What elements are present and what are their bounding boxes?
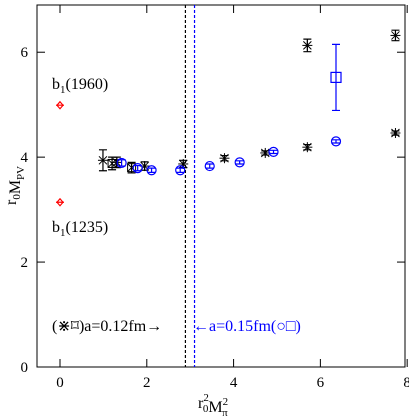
data-point: [302, 40, 313, 51]
data-point: [56, 197, 64, 207]
data-point: [97, 155, 108, 166]
marker-circle: [268, 146, 279, 157]
marker-circle: [330, 136, 342, 147]
y-axis-label-sub: 0: [11, 194, 23, 200]
data-point: [56, 100, 64, 110]
x-axis-label-sup: 2: [203, 392, 209, 404]
marker-stroke: [303, 41, 312, 50]
error-bar: [117, 159, 126, 167]
data-point: [175, 165, 186, 176]
annotation-text: ←a=0.15fm(○□): [193, 318, 301, 335]
error-bar: [269, 149, 278, 155]
data-point: [204, 160, 215, 172]
marker-stroke: [303, 142, 312, 152]
error-bar: [332, 43, 340, 112]
y-tick-label: 2: [21, 255, 29, 271]
annotation-text: b: [52, 76, 60, 93]
x-axis-label: r2 0M2 π: [198, 392, 228, 417]
x-tick-label: 6: [317, 375, 325, 391]
annotation: ←a=0.15fm(○□): [193, 318, 301, 335]
y-axis-label-sub: PV: [15, 166, 27, 180]
x-axis-label-sup: 2: [223, 396, 229, 408]
x-tick-label: 2: [143, 375, 151, 391]
annotation-text: b: [52, 219, 60, 236]
annotation-sub: 1: [60, 84, 66, 96]
data-point: [330, 71, 342, 84]
marker-circle: [146, 165, 157, 176]
y-axis-label-text: r: [3, 199, 20, 205]
error-bar: [133, 164, 142, 172]
marker-circle: [175, 165, 186, 176]
marker-stroke: [391, 31, 400, 40]
annotation-text: (⋇⌑)a=0.12fm→: [52, 318, 162, 335]
marker-diamond: [56, 197, 64, 207]
marker-box: [107, 158, 117, 168]
x-tick-label: 0: [56, 375, 64, 391]
error-bar: [205, 163, 214, 169]
error-bar: [176, 167, 185, 173]
marker-box: [127, 163, 137, 173]
y-tick-label: 0: [21, 360, 29, 376]
error-bar: [147, 167, 156, 173]
data-point: [234, 157, 245, 168]
error-bar: [332, 139, 340, 144]
annotation: b1(1960): [52, 76, 108, 96]
annotation: b1(1235): [52, 219, 108, 239]
annotation: (⋇⌑)a=0.12fm→: [52, 318, 162, 335]
data-point: [268, 146, 279, 157]
x-tick-label: 4: [230, 375, 238, 391]
marker-circle: [234, 157, 245, 168]
data-point: [107, 158, 117, 168]
data-point: [390, 30, 401, 41]
marker-stroke: [107, 159, 117, 168]
y-axis-label-text: M: [7, 180, 24, 194]
data-point: [330, 136, 342, 147]
marker-box: [330, 71, 342, 84]
y-tick-label: 4: [21, 150, 29, 166]
x-tick-label: 8: [403, 375, 409, 391]
x-axis-label-text: M: [208, 399, 222, 416]
y-axis-label: r0MPV: [3, 166, 27, 205]
marker-stroke: [260, 148, 270, 158]
annotation-sub: 1: [60, 227, 66, 239]
annotation-rest: (1235): [66, 219, 109, 236]
data-point: [132, 163, 143, 174]
marker-stroke: [98, 155, 108, 165]
marker-circle: [204, 160, 215, 172]
plot-frame: [36, 4, 406, 368]
marker-circle: [132, 163, 143, 174]
data-point: [219, 153, 230, 164]
x-axis-label-sub: 0: [203, 403, 209, 415]
x-axis-label-sub: π: [222, 407, 228, 417]
error-bar: [235, 160, 244, 165]
x-axis-label-text: r: [198, 395, 204, 412]
y-tick-label: 6: [21, 45, 29, 61]
data-point: [116, 157, 127, 169]
marker-diamond: [56, 100, 64, 110]
marker-stroke: [391, 128, 400, 138]
marker-stroke: [178, 159, 188, 169]
data-point: [146, 165, 157, 176]
marker-circle: [116, 157, 127, 169]
data-point: [302, 142, 313, 153]
data-point: [390, 128, 401, 139]
annotation-rest: (1960): [66, 76, 109, 93]
marker-stroke: [220, 153, 229, 163]
